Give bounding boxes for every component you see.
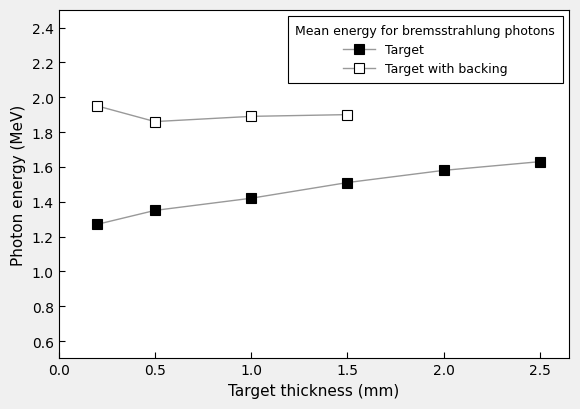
Target with backing — [94, 104, 101, 109]
Target — [151, 209, 158, 213]
Target — [440, 169, 447, 173]
X-axis label: Target thickness (mm): Target thickness (mm) — [228, 383, 400, 398]
Target — [94, 222, 101, 227]
Legend: Target, Target with backing: Target, Target with backing — [288, 17, 563, 84]
Target with backing — [151, 120, 158, 125]
Target with backing — [248, 115, 255, 119]
Line: Target: Target — [92, 157, 545, 229]
Y-axis label: Photon energy (MeV): Photon energy (MeV) — [11, 104, 26, 265]
Target with backing — [344, 113, 351, 118]
Target — [536, 160, 543, 165]
Target — [248, 196, 255, 201]
Line: Target with backing: Target with backing — [92, 102, 352, 127]
Target — [344, 181, 351, 186]
